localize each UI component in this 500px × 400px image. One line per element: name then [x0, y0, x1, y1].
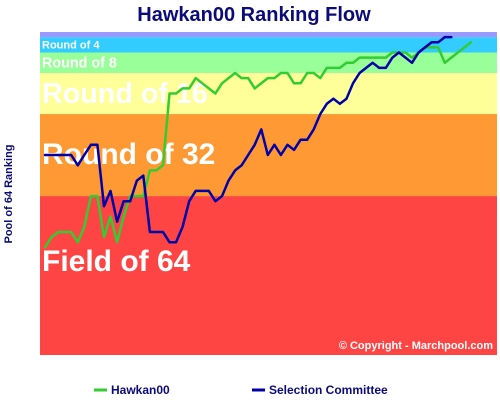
band-label-round-of-4: Round of 4 [42, 39, 100, 51]
legend: Hawkan00 Selection Committee [94, 383, 388, 397]
legend-label-hawkan00: Hawkan00 [111, 383, 170, 397]
band-field-of-64 [40, 196, 497, 355]
band-label-round-of-16: Round of 16 [42, 78, 208, 110]
series-lines [43, 35, 473, 249]
band-label-round-of-8: Round of 8 [42, 55, 117, 71]
legend-label-selection-committee: Selection Committee [269, 383, 388, 397]
copyright-text: © Copyright - Marchpool.com [339, 340, 493, 352]
chart-title: Hawkan00 Ranking Flow [137, 4, 371, 26]
series-line-selection-committee [43, 35, 453, 244]
band-label-field-of-64: Field of 64 [42, 245, 191, 278]
band-round-of-16 [40, 73, 497, 115]
band-top-5 [40, 32, 497, 38]
y-axis-label: Pool of 64 Ranking [3, 144, 15, 243]
band-round-of-4 [40, 37, 497, 53]
